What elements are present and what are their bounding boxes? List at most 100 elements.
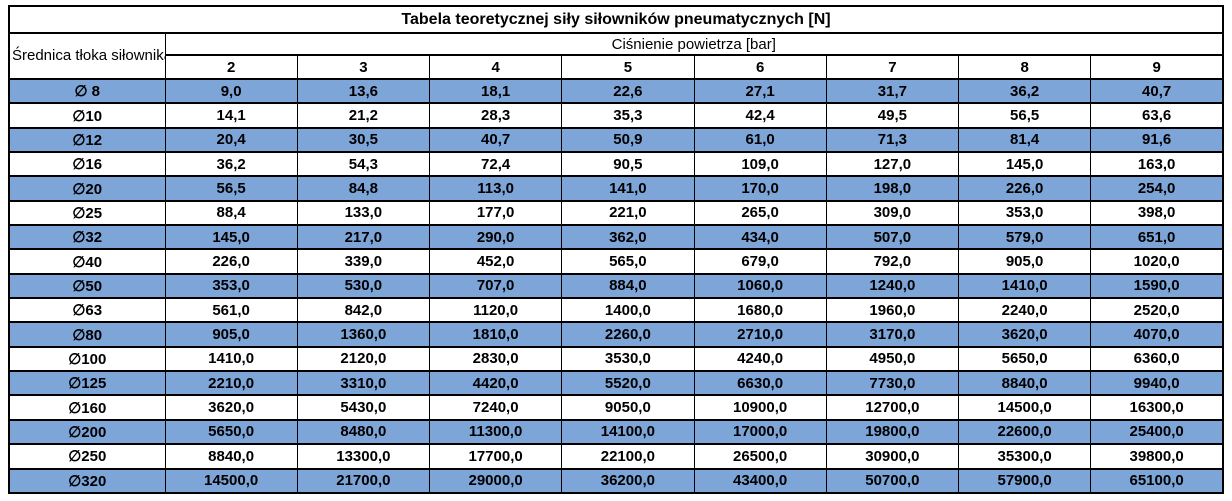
diameter-cell: ∅40 <box>8 248 166 275</box>
force-cell: 56,5 <box>957 102 1092 129</box>
pressure-value-header: 6 <box>693 54 827 80</box>
force-cell: 651,0 <box>1090 224 1224 251</box>
force-cell: 9940,0 <box>1090 370 1224 397</box>
force-cell: 290,0 <box>428 224 563 251</box>
table-row: ∅63 561,0 842,0 1120,0 1400,0 1680,0 1960,0 224… <box>8 297 1224 324</box>
diameter-column-header: Średnica tłoka siłownika <box>8 32 166 80</box>
force-cell: 11300,0 <box>428 418 563 446</box>
force-cell: 6630,0 <box>693 370 827 397</box>
force-cell: 2520,0 <box>1090 297 1224 324</box>
force-cell: 434,0 <box>693 224 827 251</box>
pressure-value-header: 9 <box>1090 54 1224 80</box>
force-cell: 25400,0 <box>1090 418 1224 446</box>
force-cell: 309,0 <box>825 199 960 227</box>
force-cell: 792,0 <box>825 248 960 275</box>
force-cell: 27,1 <box>693 77 827 105</box>
force-cell: 561,0 <box>164 297 298 324</box>
diameter-cell: ∅80 <box>8 321 166 348</box>
table-row: ∅50 353,0 530,0 707,0 884,0 1060,0 1240,0 1410,… <box>8 272 1224 300</box>
force-cell: 71,3 <box>825 126 960 154</box>
force-cell: 145,0 <box>164 224 298 251</box>
force-cell: 1360,0 <box>296 321 431 348</box>
force-cell: 905,0 <box>957 248 1092 275</box>
table-row: ∅ 8 9,0 13,6 18,1 22,6 27,1 31,7 36,2 40,7 <box>8 77 1224 105</box>
table-row: ∅10 14,1 21,2 28,3 35,3 42,4 49,5 56,5 63,6 <box>8 102 1224 129</box>
diameter-cell: ∅ 8 <box>8 77 166 105</box>
force-cell: 565,0 <box>561 248 695 275</box>
force-cell: 5650,0 <box>957 345 1092 373</box>
diameter-cell: ∅63 <box>8 297 166 324</box>
force-cell: 90,5 <box>561 151 695 178</box>
force-cell: 13,6 <box>296 77 431 105</box>
force-cell: 198,0 <box>825 175 960 202</box>
title-row: Tabela teoretycznej siły siłowników pneu… <box>8 5 1224 34</box>
force-cell: 3620,0 <box>957 321 1092 348</box>
force-cell: 8840,0 <box>164 443 298 470</box>
force-cell: 109,0 <box>693 151 827 178</box>
table-row: ∅40 226,0 339,0 452,0 565,0 679,0 792,0 905,0 10… <box>8 248 1224 275</box>
force-cell: 17700,0 <box>428 443 563 470</box>
force-cell: 35,3 <box>561 102 695 129</box>
force-cell: 141,0 <box>561 175 695 202</box>
pressure-value-header: 5 <box>561 54 695 80</box>
diameter-cell: ∅12 <box>8 126 166 154</box>
force-cell: 265,0 <box>693 199 827 227</box>
force-cell: 1590,0 <box>1090 272 1224 300</box>
force-cell: 4240,0 <box>693 345 827 373</box>
force-cell: 43400,0 <box>693 467 827 494</box>
force-cell: 39800,0 <box>1090 443 1224 470</box>
force-cell: 8840,0 <box>957 370 1092 397</box>
table-row: ∅12 20,4 30,5 40,7 50,9 61,0 71,3 81,4 91,6 <box>8 126 1224 154</box>
force-cell: 49,5 <box>825 102 960 129</box>
diameter-cell: ∅100 <box>8 345 166 373</box>
table-row: ∅125 2210,0 3310,0 4420,0 5520,0 6630,0 7730,0… <box>8 370 1224 397</box>
diameter-cell: ∅32 <box>8 224 166 251</box>
force-cell: 9050,0 <box>561 394 695 421</box>
force-cell: 579,0 <box>957 224 1092 251</box>
force-cell: 28,3 <box>428 102 563 129</box>
pressure-value-header: 8 <box>957 54 1092 80</box>
force-cell: 2210,0 <box>164 370 298 397</box>
force-cell: 679,0 <box>693 248 827 275</box>
force-cell: 2120,0 <box>296 345 431 373</box>
force-cell: 22100,0 <box>561 443 695 470</box>
force-cell: 16300,0 <box>1090 394 1224 421</box>
force-cell: 20,4 <box>164 126 298 154</box>
force-cell: 21,2 <box>296 102 431 129</box>
force-cell: 57900,0 <box>957 467 1092 494</box>
diameter-cell: ∅200 <box>8 418 166 446</box>
force-cell: 163,0 <box>1090 151 1224 178</box>
force-cell: 14,1 <box>164 102 298 129</box>
force-cell: 14100,0 <box>561 418 695 446</box>
force-cell: 1020,0 <box>1090 248 1224 275</box>
pressure-value-header: 4 <box>428 54 563 80</box>
force-cell: 353,0 <box>957 199 1092 227</box>
force-cell: 50,9 <box>561 126 695 154</box>
force-cell: 14500,0 <box>164 467 298 494</box>
force-cell: 36,2 <box>957 77 1092 105</box>
force-cell: 6360,0 <box>1090 345 1224 373</box>
force-cell: 17000,0 <box>693 418 827 446</box>
force-cell: 56,5 <box>164 175 298 202</box>
force-cell: 36200,0 <box>561 467 695 494</box>
force-cell: 8480,0 <box>296 418 431 446</box>
force-cell: 40,7 <box>1090 77 1224 105</box>
diameter-cell: ∅125 <box>8 370 166 397</box>
diameter-cell: ∅320 <box>8 467 166 494</box>
force-cell: 1410,0 <box>957 272 1092 300</box>
force-cell: 3620,0 <box>164 394 298 421</box>
force-cell: 9,0 <box>164 77 298 105</box>
force-cell: 707,0 <box>428 272 563 300</box>
diameter-cell: ∅50 <box>8 272 166 300</box>
table-row: ∅25 88,4 133,0 177,0 221,0 265,0 309,0 353,0 398… <box>8 199 1224 227</box>
force-cell: 226,0 <box>957 175 1092 202</box>
force-cell: 1120,0 <box>428 297 563 324</box>
table-row: ∅32 145,0 217,0 290,0 362,0 434,0 507,0 579,0 65… <box>8 224 1224 251</box>
force-cell: 7240,0 <box>428 394 563 421</box>
force-cell: 353,0 <box>164 272 298 300</box>
table-row: ∅200 5650,0 8480,0 11300,0 14100,0 17000,0 198… <box>8 418 1224 446</box>
force-cell: 5520,0 <box>561 370 695 397</box>
table-row: ∅16 36,2 54,3 72,4 90,5 109,0 127,0 145,0 163,0 <box>8 151 1224 178</box>
force-cell: 113,0 <box>428 175 563 202</box>
force-cell: 3310,0 <box>296 370 431 397</box>
